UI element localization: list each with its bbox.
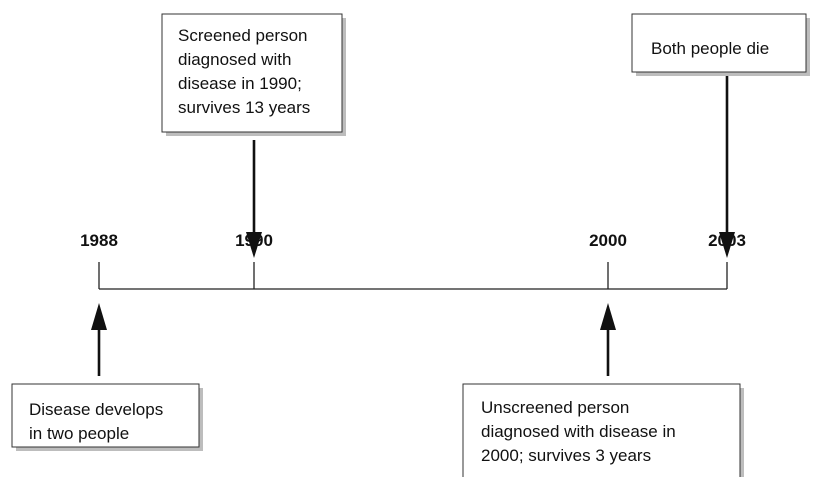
box: Screened person diagnosed with disease i… [161,13,346,136]
arrowhead [246,232,262,258]
box-frame [11,383,200,448]
box-text: Unscreened person [481,398,629,417]
arrowhead [91,303,107,330]
box: Disease develops in two people [11,383,203,451]
arrowhead [600,303,616,330]
box-text: diagnosed with [178,50,291,69]
box: Unscreened person diagnosed with disease… [462,383,744,477]
box-text: Disease develops [29,400,163,419]
box-frame [631,13,807,73]
box-text: survives 13 years [178,98,310,117]
box: Both people die [631,13,810,76]
arrowhead [719,232,735,258]
box-text: diagnosed with disease in [481,422,676,441]
box-frame [462,383,741,477]
box-text: disease in 1990; [178,74,302,93]
arrows [91,72,735,376]
box-frame [161,13,343,133]
year-label: 1988 [80,231,118,250]
box-text: Screened person [178,26,307,45]
year-label: 2000 [589,231,627,250]
box-text: in two people [29,424,129,443]
box-text: Both people die [651,39,769,58]
box-text: 2000; survives 3 years [481,446,651,465]
timeline: 1988 1990 2000 2003 [80,231,746,290]
